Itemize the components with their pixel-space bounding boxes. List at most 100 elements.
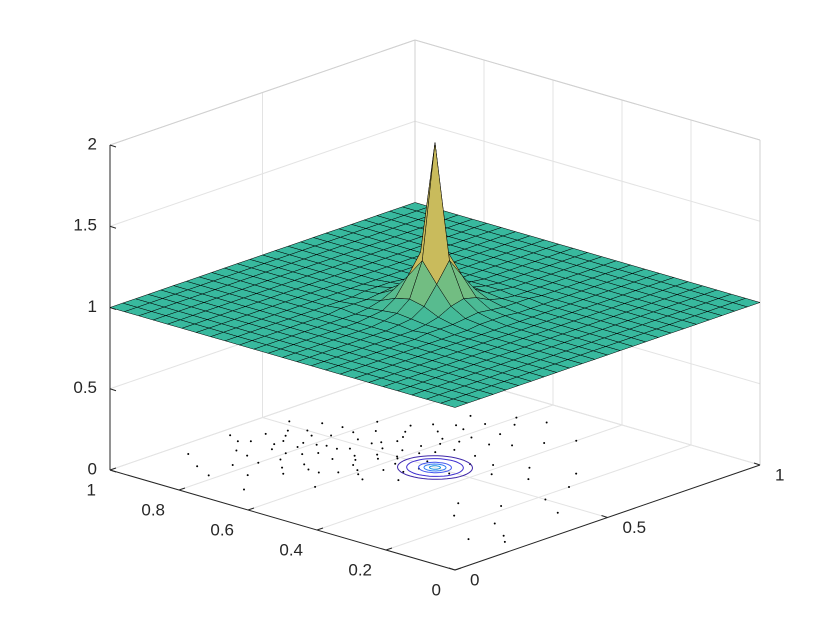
scatter-point [302,441,305,444]
y-axis-line [109,469,456,571]
scatter-point [500,505,503,507]
scatter-point [420,445,423,448]
scatter-point [432,423,435,426]
scatter-point [380,441,383,444]
contour-line [423,463,447,472]
scatter-point [281,466,284,469]
y-tick-mark [178,487,186,491]
y-tick-mark [385,547,393,551]
scatter-point [229,434,232,437]
scatter-point [370,442,373,445]
scatter-point [436,430,439,433]
z-tick-mark [109,388,117,392]
scatter-point [296,446,299,448]
scatter-point [409,424,412,427]
scatter-point [434,451,437,454]
scatter-point [488,443,491,446]
scatter-point [246,474,249,477]
z-tick-label: 0 [88,459,97,478]
scatter-point [470,436,473,439]
scatter-point [288,420,291,423]
scatter-point [544,498,547,501]
scatter-point [310,434,313,437]
scatter-point [246,454,249,457]
scatter-point [457,502,460,505]
z-tick-label: 1 [88,297,97,316]
scatter-point [515,416,518,419]
scatter-point [513,423,516,426]
grid-line [109,364,416,471]
scatter-point [235,449,238,452]
z-tick-label: 0.5 [73,378,97,397]
scatter-point [499,433,502,436]
scatter-point [575,439,578,442]
scatter-point [356,438,359,441]
x-tick-label: 0 [470,570,479,589]
scatter-point [321,422,324,425]
scatter-point [439,442,442,445]
scatter-point [270,448,273,451]
scatter-point [284,434,287,437]
scatter-point [397,479,400,482]
scatter-point [361,478,364,481]
z-tick-mark [109,469,117,473]
contour-line [406,458,464,477]
z-tick-mark [109,144,117,148]
grid-line [316,424,623,531]
scatter-point [331,458,334,461]
grid-line [414,120,761,222]
scatter-point [301,453,304,456]
y-tick-mark [316,527,324,531]
grid-line [109,120,416,227]
z-tick-label: 1.5 [73,216,97,235]
scatter-point [556,511,559,514]
scatter-point [196,465,199,468]
scatter-point [374,430,377,432]
y-tick-label: 0.8 [141,500,165,519]
x-tick-mark [601,515,608,518]
scatter-point [543,442,546,445]
scatter-point [453,514,456,517]
x-tick-mark [448,567,456,571]
scatter-point [396,457,399,460]
scatter-point [207,474,210,477]
scatter-point [511,444,514,447]
y-tick-mark [247,507,255,511]
scatter-point [249,440,252,443]
scatter-point [357,473,360,476]
scatter-point [317,452,320,454]
scatter-point [353,454,356,457]
scatter-point [492,464,495,466]
scatter-point [527,478,530,481]
x-tick-label: 0.5 [623,518,647,537]
scatter-point [335,447,338,450]
y-tick-label: 0 [432,580,441,599]
scatter-point [325,444,328,447]
scatter-point [264,432,267,435]
scatter-point [236,440,239,443]
scatter-point [448,472,451,475]
scatter-point [453,448,456,451]
scatter-point [484,423,487,425]
scatter-point [337,471,340,474]
scatter-point [356,469,359,472]
scatter-point [396,455,399,458]
scatter-point [354,458,357,461]
scatter-point [402,435,404,438]
surface-patch [440,398,468,408]
scatter-point [376,453,379,456]
grid-line [262,417,608,518]
scatter-point [469,414,472,417]
scatter-point [441,437,444,440]
scatter-point [418,452,421,455]
scatter-point [490,473,493,476]
box-edge [414,39,761,141]
contour-line [429,465,441,470]
scatter-point [257,461,260,464]
scatter-point [502,534,505,537]
scatter-point [348,447,351,450]
scatter-point [279,458,282,461]
scatter-point [474,454,477,457]
